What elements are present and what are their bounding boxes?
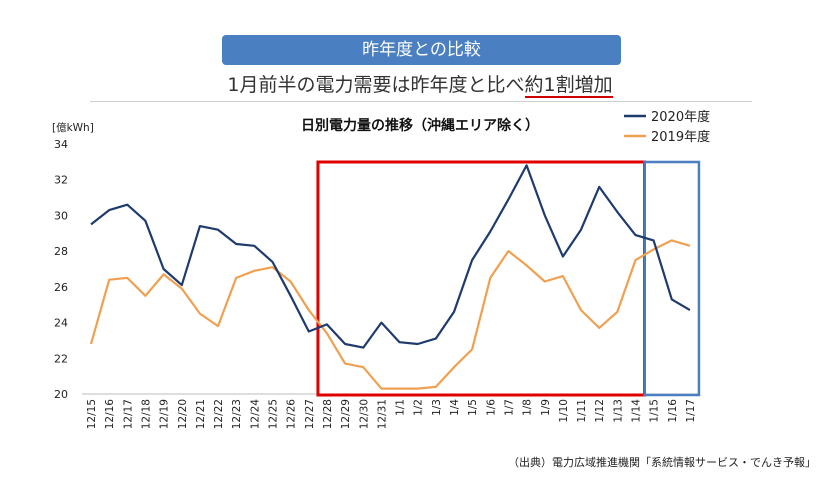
x-tick-label: 1/13 (612, 399, 624, 423)
x-tick-label: 12/16 (104, 399, 116, 430)
y-tick-label: 32 (54, 174, 68, 187)
chart-title: 日別電力量の推移（沖縄エリア除く） (301, 117, 539, 134)
x-tick-label: 12/26 (286, 399, 298, 430)
series-line-2020 (90, 164, 691, 349)
x-tick-label: 1/5 (467, 399, 479, 416)
legend-label: 2019年度 (651, 129, 710, 145)
x-tick-label: 1/7 (503, 399, 515, 416)
x-tick-label: 12/15 (86, 399, 98, 429)
x-tick-label: 1/12 (594, 399, 606, 423)
axes: 20 22 24 26 28 30 32 34 12/15 12/16 12/17 12/18 12/1… (54, 138, 699, 429)
headline-text: 1月前半の電力需要は昨年度と比べ (227, 74, 525, 96)
x-tick-label: 12/28 (322, 399, 334, 429)
x-tick-label: 12/25 (268, 399, 280, 429)
y-tick-label: 24 (54, 317, 68, 330)
x-tick-label: 1/10 (558, 399, 570, 423)
y-axis-unit: [億kWh] (52, 121, 94, 134)
y-tick-label: 34 (54, 138, 68, 151)
legend-label: 2020年度 (651, 109, 710, 125)
source-note: （出典）電力広域推進機関「系統情報サービス・でんき予報」 (508, 456, 816, 469)
x-tick-label: 1/15 (649, 399, 661, 423)
x-tick-label: 1/6 (485, 399, 497, 416)
headline-highlight: 約1割増加 (524, 74, 613, 98)
x-tick-label: 12/31 (376, 399, 388, 429)
x-tick-label: 12/21 (195, 399, 207, 429)
x-tick-label: 12/27 (304, 399, 316, 429)
x-tick-label: 1/3 (431, 399, 443, 416)
x-tick-label: 12/29 (340, 399, 352, 429)
x-tick-label: 1/8 (522, 399, 534, 416)
x-tick-label: 1/4 (449, 399, 461, 416)
y-tick-label: 22 (54, 352, 68, 365)
headline: 1月前半の電力需要は昨年度と比べ約1割増加 (0, 70, 840, 100)
x-tick-label: 12/19 (159, 399, 171, 429)
x-tick-label: 1/9 (540, 399, 552, 416)
y-tick-label: 30 (54, 209, 68, 222)
x-tick-label: 12/23 (231, 399, 243, 429)
y-tick-label: 20 (54, 388, 68, 401)
y-tick-label: 28 (54, 245, 68, 258)
x-tick-label: 12/20 (177, 399, 189, 429)
x-tick-label: 1/2 (413, 399, 425, 416)
series-lines (89, 164, 691, 390)
divider-line (90, 101, 752, 102)
x-tick-label: 1/14 (631, 399, 643, 423)
x-tick-label: 12/17 (122, 399, 134, 429)
legend: 2020年度 2019年度 (624, 109, 710, 145)
y-tick-label: 26 (54, 281, 68, 294)
x-tick-label: 1/16 (667, 399, 679, 423)
comparison-banner: 昨年度との比較 (222, 35, 621, 65)
x-tick-label: 1/17 (685, 399, 697, 423)
x-tick-label: 1/11 (576, 399, 588, 423)
x-tick-label: 1/1 (395, 399, 407, 416)
x-tick-label: 12/30 (358, 399, 370, 429)
x-tick-label: 12/22 (213, 399, 225, 429)
series-line-2019 (89, 239, 691, 390)
x-tick-label: 12/18 (140, 399, 152, 429)
highlight-box-blue (643, 160, 701, 397)
highlight-boxes (316, 160, 701, 397)
x-tick-label: 12/24 (249, 399, 261, 430)
